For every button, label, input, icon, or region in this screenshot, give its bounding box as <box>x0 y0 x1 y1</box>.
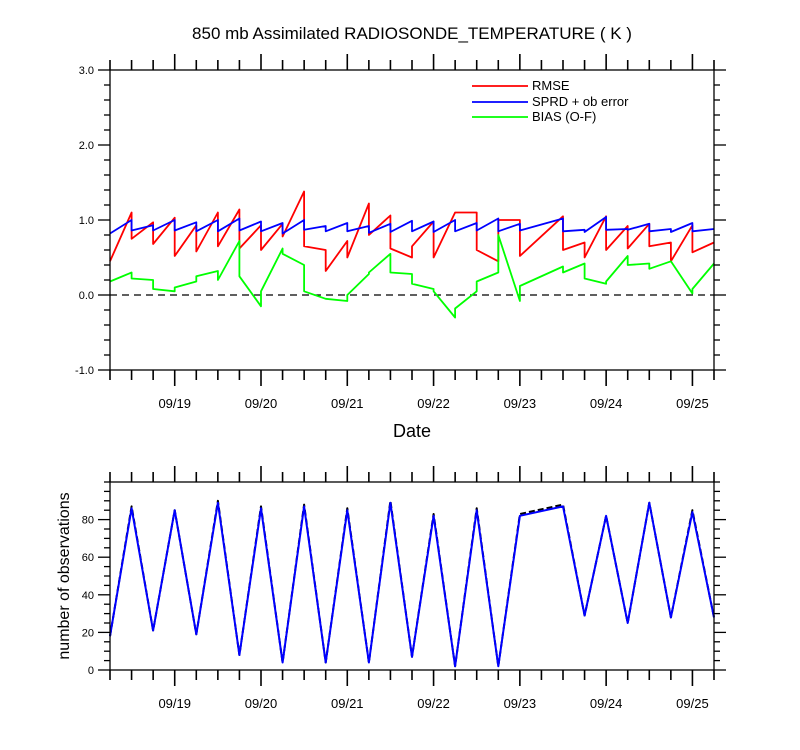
series-line-rmse <box>109 190 715 272</box>
x-tick-label: 09/21 <box>331 396 364 411</box>
series-line-assimilated <box>109 501 715 668</box>
top-axes: 09/19 09/20 09/21 09/22 09/23 09/24 09/25 -1.0 0… <box>75 54 726 411</box>
y-tick-label: 2.0 <box>79 140 94 152</box>
series-line-sprd-ob-error <box>109 216 715 235</box>
series-line-possible <box>109 499 715 668</box>
legend: RMSE SPRD + ob error BIAS (O-F) <box>472 78 629 124</box>
y-tick-label: 1.0 <box>79 215 94 227</box>
x-tick-label: 09/24 <box>590 696 623 711</box>
y-axis-label: number of observations <box>56 492 73 659</box>
y-tick-label: 3.0 <box>79 65 94 77</box>
y-tick-label: -1.0 <box>75 365 94 377</box>
x-tick-label: 09/19 <box>158 396 191 411</box>
y-tick-label: 60 <box>82 552 94 564</box>
bottom-axes: 09/19 09/20 09/21 09/22 09/23 09/24 09/25 0 20 40… <box>82 466 726 711</box>
x-tick-label: 09/20 <box>245 696 278 711</box>
bottom-series-group <box>109 499 715 668</box>
y-tick-label: 0 <box>88 665 94 677</box>
top-series-group <box>109 190 715 319</box>
x-tick-label: 09/24 <box>590 396 623 411</box>
x-tick-label: 09/22 <box>417 696 450 711</box>
x-tick-label: 09/25 <box>676 396 709 411</box>
y-tick-label: 40 <box>82 590 94 602</box>
bottom-plot-frame <box>109 481 715 671</box>
y-tick-label: 20 <box>82 627 94 639</box>
x-tick-label: 09/20 <box>245 396 278 411</box>
legend-label-rmse: RMSE <box>532 78 570 93</box>
y-tick-label: 80 <box>82 515 94 527</box>
x-tick-label: 09/25 <box>676 696 709 711</box>
x-tick-label: 09/19 <box>158 696 191 711</box>
y-tick-label: 0.0 <box>79 290 94 302</box>
x-tick-label: 09/23 <box>504 696 537 711</box>
x-axis-label: Date <box>393 421 431 441</box>
series-line-bias-o-f <box>109 234 715 319</box>
bottom-chart: 09/19 09/20 09/21 09/22 09/23 09/24 09/25 0 20 40… <box>56 466 726 711</box>
top-chart: 850 mb Assimilated RADIOSONDE_TEMPERATUR… <box>75 24 726 441</box>
x-tick-label: 09/21 <box>331 696 364 711</box>
legend-label-bias: BIAS (O-F) <box>532 109 596 124</box>
x-tick-label: 09/22 <box>417 396 450 411</box>
x-tick-label: 09/23 <box>504 396 537 411</box>
legend-label-sprd: SPRD + ob error <box>532 94 629 109</box>
chart-title: 850 mb Assimilated RADIOSONDE_TEMPERATUR… <box>192 24 632 43</box>
